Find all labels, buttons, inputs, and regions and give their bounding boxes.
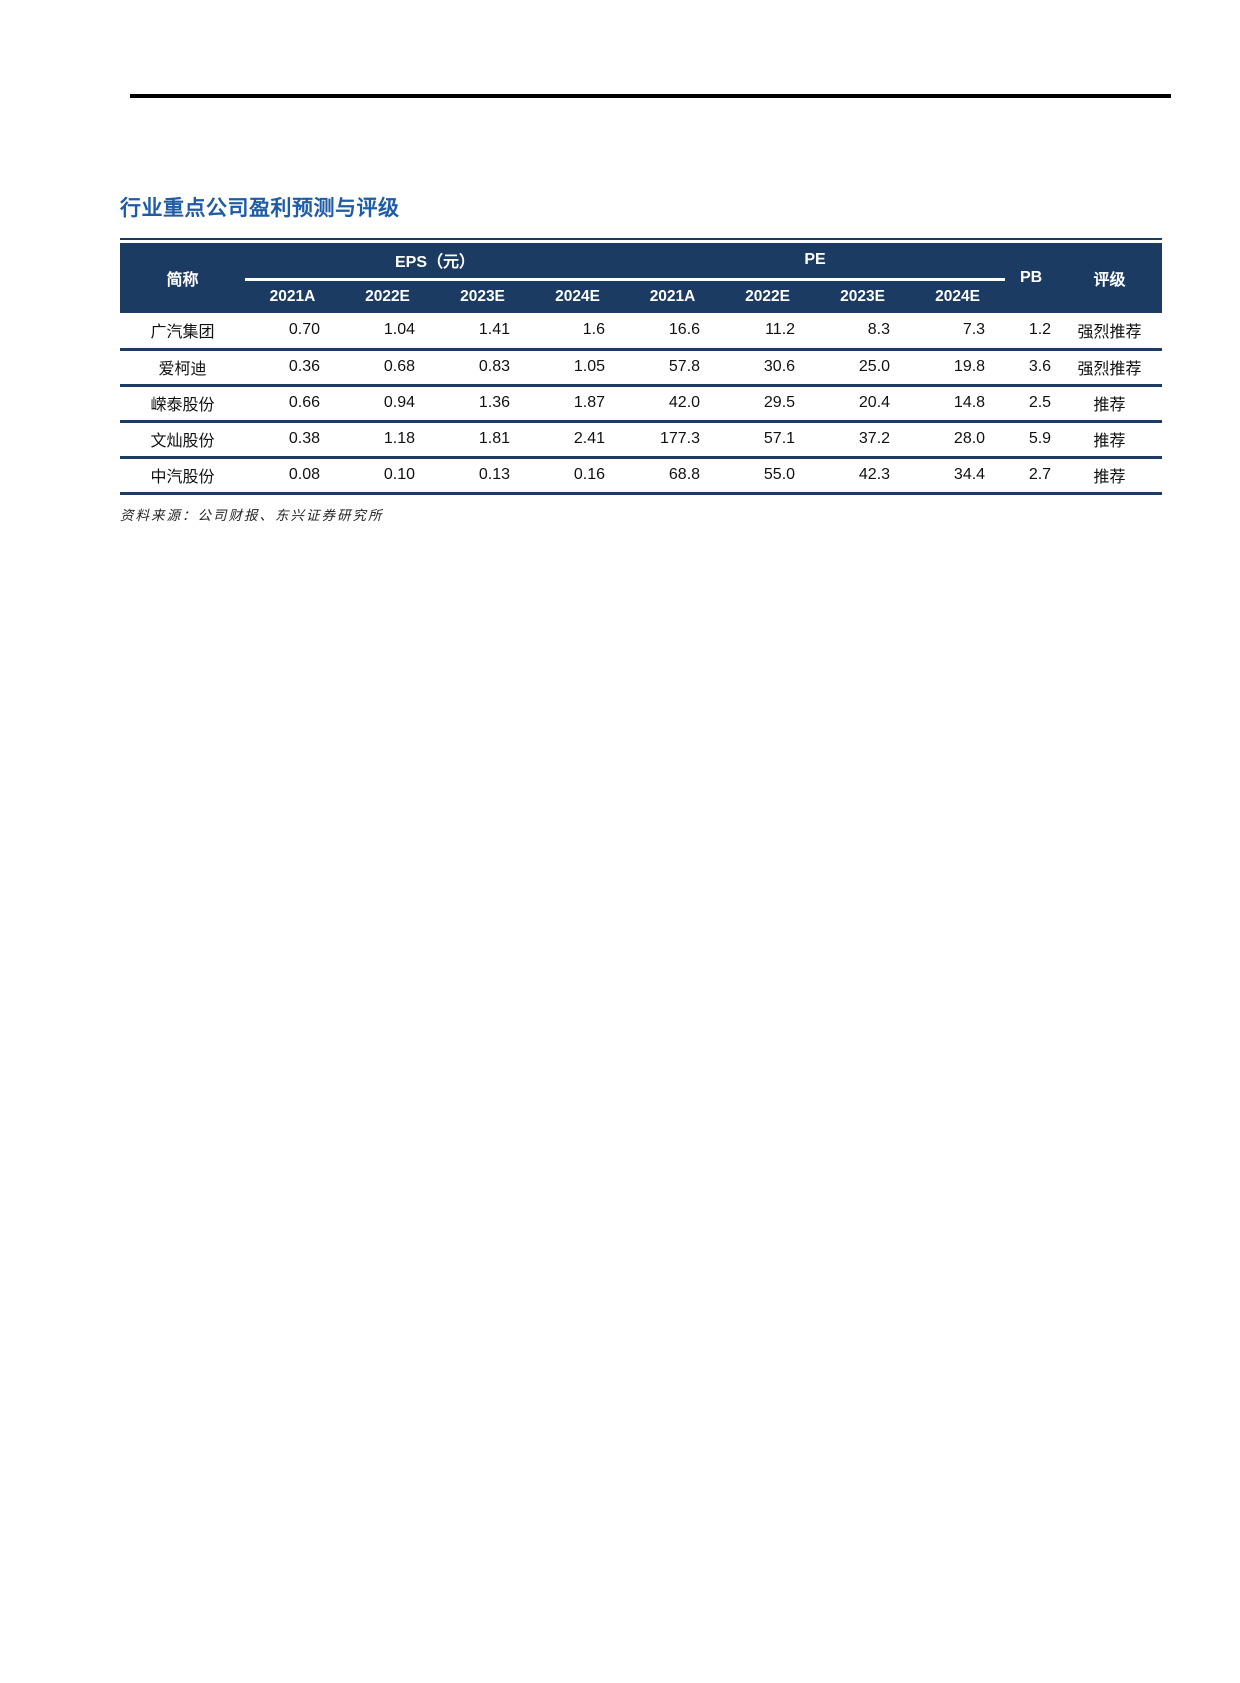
- eps-value-cell: 0.38: [288, 430, 320, 447]
- eps-value-cell: 0.16: [573, 466, 606, 483]
- table-section: 行业重点公司盈利预测与评级 简称 EPS（元） PE PB 评级: [120, 192, 1163, 524]
- pe-value-cell: 57.1: [763, 430, 796, 447]
- company-name-cell: 广汽集团: [150, 324, 215, 342]
- company-name-cell: 中汽股份: [150, 469, 215, 486]
- eps-value-cell: 1.87: [573, 394, 606, 411]
- col-header-year: 2021A: [245, 279, 340, 313]
- col-header-year: 2022E: [340, 279, 435, 313]
- col-header-year: 2021A: [625, 279, 721, 313]
- col-header-year: 2024E: [910, 279, 1006, 313]
- pe-value-cell: 11.2: [765, 321, 796, 339]
- table-row: 中汽股份 0.08 0.10 0.13 0.16 68.8 55.0 42.3 34.4 2.7 推…: [120, 457, 1163, 493]
- pe-value-cell: 25.0: [858, 358, 891, 375]
- rating-cell: 强烈推荐: [1077, 324, 1142, 342]
- col-header-year: 2023E: [815, 279, 911, 313]
- table-title: 行业重点公司盈利预测与评级: [120, 197, 400, 220]
- company-name-cell: 嵘泰股份: [150, 397, 215, 414]
- pe-value-cell: 34.4: [953, 466, 986, 483]
- eps-value-cell: 0.13: [478, 466, 510, 483]
- eps-value-cell: 0.66: [288, 394, 320, 411]
- eps-value-cell: 0.68: [383, 358, 415, 375]
- pe-value-cell: 37.2: [858, 430, 891, 447]
- pe-value-cell: 30.6: [763, 358, 796, 375]
- pb-value-cell: 2.5: [1028, 394, 1052, 411]
- table-row: 嵘泰股份 0.66 0.94 1.36 1.87 42.0 29.5 20.4 14.8 2.5 推…: [120, 385, 1163, 421]
- pe-value-cell: 14.8: [953, 394, 986, 411]
- pe-value-cell: 57.8: [668, 358, 701, 375]
- col-group-eps: EPS（元）: [245, 243, 626, 281]
- pe-value-cell: 68.8: [668, 466, 701, 483]
- pe-value-cell: 42.0: [668, 394, 701, 411]
- pe-value-cell: 7.3: [962, 321, 986, 339]
- header-divider-rule: [130, 94, 1171, 98]
- pb-value-cell: 3.6: [1028, 358, 1052, 375]
- pe-value-cell: 55.0: [763, 466, 796, 483]
- table-row: 广汽集团 0.70 1.04 1.41 1.6 16.6 11.2 8.3 7.3 1.2 强烈推荐: [120, 313, 1163, 349]
- eps-value-cell: 1.6: [582, 321, 606, 339]
- pb-value-cell: 5.9: [1028, 430, 1052, 447]
- earnings-forecast-table: 简称 EPS（元） PE PB 评级 2021A 2022E 2023E 2024E 2…: [120, 243, 1163, 495]
- table-row: 文灿股份 0.38 1.18 1.81 2.41 177.3 57.1 37.2 28.0 5.9…: [120, 421, 1163, 457]
- rating-cell: 推荐: [1093, 469, 1126, 486]
- eps-value-cell: 1.36: [478, 394, 510, 411]
- eps-value-cell: 1.81: [478, 430, 510, 447]
- pe-value-cell: 29.5: [763, 394, 796, 411]
- col-header-year: 2022E: [720, 279, 816, 313]
- eps-value-cell: 0.36: [288, 358, 320, 375]
- eps-value-cell: 1.18: [383, 430, 415, 447]
- company-name-cell: 爱柯迪: [158, 361, 207, 378]
- col-header-short-name: 简称: [120, 243, 245, 313]
- eps-value-cell: 0.70: [288, 321, 320, 339]
- rating-cell: 强烈推荐: [1077, 361, 1142, 378]
- eps-value-cell: 1.05: [573, 358, 606, 375]
- pe-value-cell: 19.8: [953, 358, 986, 375]
- pe-value-cell: 8.3: [867, 321, 891, 339]
- col-group-pe: PE: [625, 243, 1006, 281]
- pe-value-cell: 28.0: [953, 430, 986, 447]
- table-top-border: [120, 238, 1162, 240]
- table-row: 爱柯迪 0.36 0.68 0.83 1.05 57.8 30.6 25.0 19.8 3.6 强烈…: [120, 349, 1163, 385]
- eps-value-cell: 0.94: [383, 394, 415, 411]
- year-header-row: 2021A 2022E 2023E 2024E 2021A 2022E 2023E 2024E: [120, 279, 1162, 313]
- col-header-pb: PB: [1005, 243, 1058, 313]
- rating-cell: 推荐: [1093, 433, 1126, 450]
- pb-value-cell: 1.2: [1028, 321, 1052, 339]
- col-header-year: 2024E: [530, 279, 626, 313]
- rating-cell: 推荐: [1093, 397, 1126, 414]
- eps-value-cell: 1.41: [478, 321, 510, 339]
- eps-value-cell: 0.08: [288, 466, 320, 483]
- eps-value-cell: 1.04: [383, 321, 415, 339]
- pe-value-cell: 177.3: [659, 430, 701, 447]
- eps-value-cell: 0.83: [478, 358, 510, 375]
- eps-value-cell: 2.41: [573, 430, 606, 447]
- table-body: 广汽集团 0.70 1.04 1.41 1.6 16.6 11.2 8.3 7.3 1.2 强烈推荐…: [120, 313, 1163, 493]
- col-header-year: 2023E: [435, 279, 530, 313]
- pb-value-cell: 2.7: [1028, 466, 1052, 483]
- col-header-rating: 评级: [1057, 243, 1163, 313]
- company-name-cell: 文灿股份: [150, 433, 215, 450]
- pe-value-cell: 20.4: [858, 394, 891, 411]
- pe-value-cell: 42.3: [858, 466, 891, 483]
- table-header: 简称 EPS（元） PE PB 评级 2021A 2022E 2023E 2024E 2…: [120, 243, 1163, 313]
- pe-value-cell: 16.6: [668, 321, 701, 339]
- source-note: 资料来源：公司财报、东兴证券研究所: [120, 507, 384, 523]
- eps-value-cell: 0.10: [383, 466, 415, 483]
